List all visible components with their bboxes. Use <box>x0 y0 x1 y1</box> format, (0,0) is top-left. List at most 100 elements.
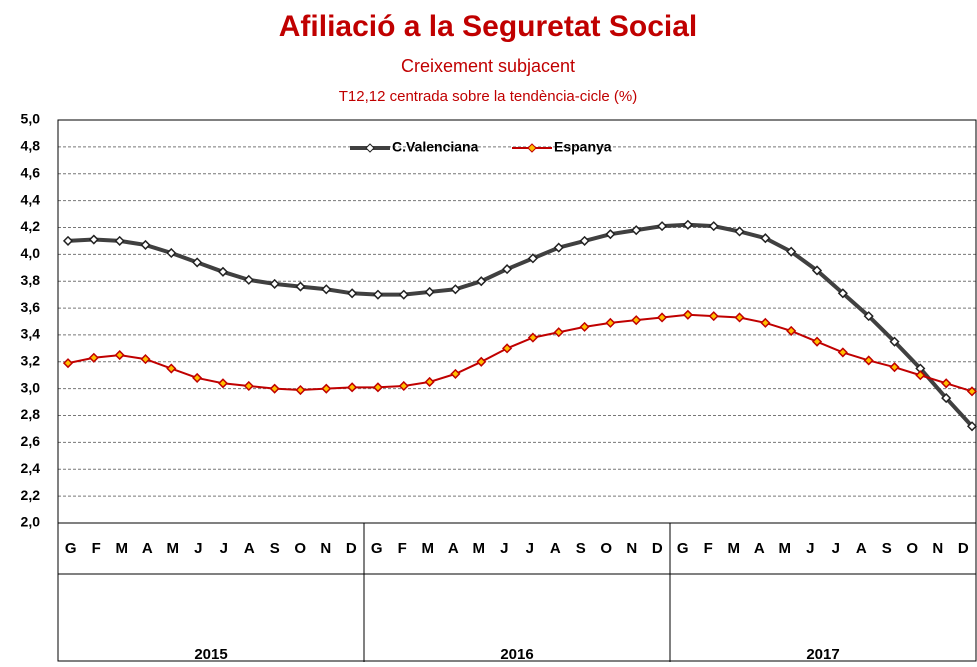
marker <box>631 315 642 326</box>
marker <box>915 370 926 381</box>
marker <box>321 383 332 394</box>
y-tick-label: 2,6 <box>21 433 41 449</box>
x-tick-label: J <box>220 540 228 557</box>
marker <box>502 264 513 275</box>
x-tick-label: J <box>806 540 814 557</box>
marker <box>605 317 616 328</box>
marker <box>786 246 797 257</box>
x-tick-label: F <box>92 540 101 557</box>
marker <box>708 221 719 232</box>
marker <box>217 378 229 389</box>
chart-subtitle: T12,12 centrada sobre la tendència-cicle… <box>339 88 638 105</box>
marker <box>734 226 745 237</box>
marker <box>708 311 719 322</box>
marker <box>217 266 229 277</box>
x-tick-label: J <box>500 540 508 557</box>
line <box>67 222 974 428</box>
x-tick-label: S <box>576 540 586 557</box>
chart-title: Afiliació a la Seguretat Social <box>279 10 697 43</box>
y-tick-label: 2,4 <box>21 460 41 476</box>
x-tick-label: S <box>270 540 280 557</box>
marker <box>62 358 74 369</box>
x-tick-label: A <box>244 540 255 557</box>
x-tick-label: F <box>398 540 407 557</box>
marker <box>966 421 977 432</box>
legend-label: C.Valenciana <box>392 139 479 155</box>
x-tick-label: D <box>346 540 357 557</box>
year-label: 2015 <box>194 646 227 662</box>
y-tick-label: 2,2 <box>21 487 41 503</box>
marker <box>192 372 203 383</box>
marker <box>295 384 306 396</box>
marker <box>966 386 977 397</box>
year-label: 2016 <box>500 646 533 662</box>
marker <box>837 347 848 358</box>
y-tick-label: 4,4 <box>21 191 41 207</box>
legend-marker <box>365 143 375 153</box>
x-tick-label: M <box>779 540 792 557</box>
marker <box>166 363 177 374</box>
x-tick-label: N <box>626 540 637 557</box>
marker <box>166 247 177 259</box>
marker <box>243 274 254 285</box>
marker <box>295 281 306 292</box>
marker <box>941 393 952 404</box>
marker <box>398 380 409 392</box>
marker <box>811 265 823 276</box>
x-tick-label: G <box>677 540 689 557</box>
x-tick-label: O <box>294 540 306 557</box>
marker <box>140 354 151 365</box>
marker <box>372 382 384 393</box>
year-label: 2017 <box>806 646 839 662</box>
x-tick-label: M <box>422 540 435 557</box>
x-tick-label: A <box>550 540 561 557</box>
y-tick-label: 3,0 <box>21 379 41 395</box>
marker <box>243 380 254 392</box>
x-tick-label: J <box>526 540 534 557</box>
marker <box>553 242 564 253</box>
x-tick-label: G <box>65 540 77 557</box>
x-tick-label: N <box>932 540 943 557</box>
x-tick-label: A <box>448 540 459 557</box>
marker <box>88 234 99 245</box>
x-tick-label: N <box>320 540 331 557</box>
x-tick-label: M <box>167 540 180 557</box>
marker <box>192 257 203 268</box>
x-tick-label: O <box>906 540 918 557</box>
marker <box>269 278 280 289</box>
marker <box>140 239 151 250</box>
y-tick-label: 4,0 <box>21 245 41 261</box>
chart-subtitle: Creixement subjacent <box>401 56 575 76</box>
marker <box>863 355 874 366</box>
x-tick-label: M <box>473 540 486 557</box>
y-tick-label: 4,2 <box>21 218 41 234</box>
marker <box>656 221 668 232</box>
x-tick-label: M <box>116 540 129 557</box>
marker <box>863 311 874 322</box>
y-tick-label: 2,0 <box>21 514 41 530</box>
marker <box>476 356 487 367</box>
y-tick-label: 2,8 <box>21 406 41 422</box>
marker <box>656 312 668 323</box>
marker <box>579 321 590 332</box>
y-tick-label: 3,8 <box>21 272 41 288</box>
marker <box>811 336 823 347</box>
marker <box>579 235 590 246</box>
marker <box>527 332 538 343</box>
marker <box>527 253 538 264</box>
marker <box>424 286 435 298</box>
marker <box>347 382 358 393</box>
marker <box>734 312 745 323</box>
y-tick-label: 5,0 <box>21 111 41 127</box>
marker <box>114 235 125 246</box>
marker <box>889 336 900 347</box>
x-tick-label: G <box>371 540 383 557</box>
marker <box>786 325 797 336</box>
marker <box>114 350 125 361</box>
x-tick-label: A <box>754 540 765 557</box>
marker <box>502 343 513 354</box>
marker <box>941 378 952 389</box>
marker <box>889 362 900 373</box>
marker <box>450 368 461 379</box>
